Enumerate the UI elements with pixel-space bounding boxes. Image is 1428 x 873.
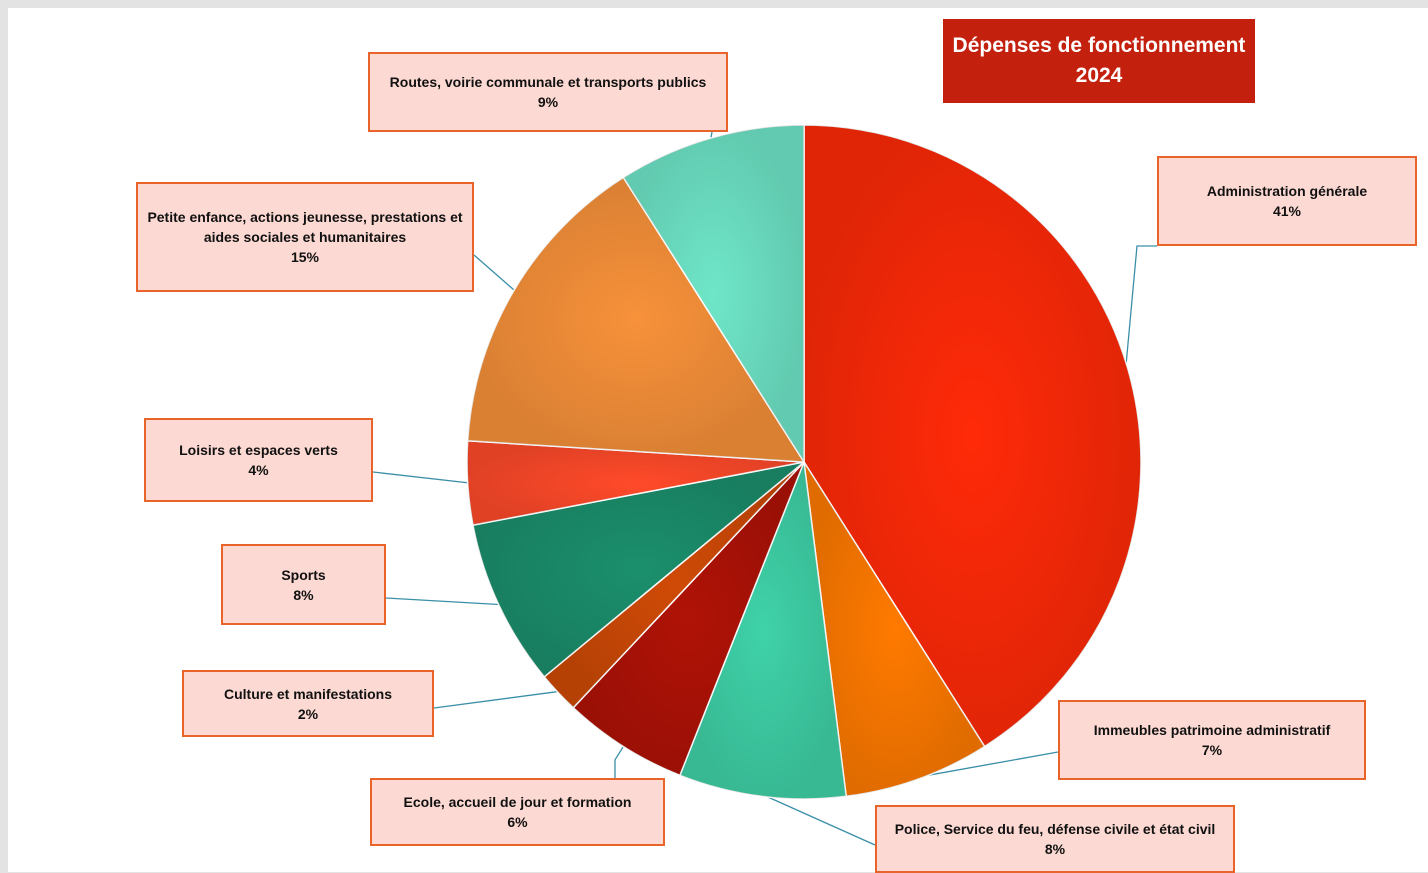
- label-routes: Routes, voirie communale et transports p…: [368, 52, 728, 132]
- slice-label-name: Police, Service du feu, défense civile e…: [895, 819, 1216, 839]
- slice-label-value: 8%: [293, 585, 313, 605]
- slice-label-value: 9%: [538, 92, 558, 112]
- slice-label-name: Loisirs et espaces verts: [179, 440, 338, 460]
- slice-label-value: 2%: [298, 704, 318, 724]
- leader-sports: [386, 598, 501, 605]
- slice-label-value: 4%: [248, 460, 268, 480]
- chart-title-box: Dépenses de fonctionnement 2024: [943, 19, 1255, 103]
- slice-label-name: Petite enfance, actions jeunesse, presta…: [140, 207, 470, 247]
- leader-culture: [434, 691, 560, 708]
- chart-title: Dépenses de fonctionnement: [953, 31, 1246, 61]
- label-police: Police, Service du feu, défense civile e…: [875, 805, 1235, 873]
- slice-label-name: Sports: [281, 565, 325, 585]
- slice-label-name: Routes, voirie communale et transports p…: [390, 72, 707, 92]
- label-sports: Sports 8%: [221, 544, 386, 625]
- label-culture: Culture et manifestations 2%: [182, 670, 434, 737]
- leader-administration-generale: [1126, 246, 1157, 369]
- slice-label-name: Ecole, accueil de jour et formation: [404, 792, 632, 812]
- slice-label-value: 8%: [1045, 839, 1065, 859]
- leader-ecole: [615, 745, 625, 778]
- leader-petite-enfance: [474, 255, 516, 292]
- pie-slices: [467, 125, 1141, 799]
- slice-label-value: 41%: [1273, 201, 1301, 221]
- leader-police: [762, 794, 875, 845]
- slice-label-name: Administration générale: [1207, 181, 1367, 201]
- slice-label-value: 7%: [1202, 740, 1222, 760]
- label-immeubles: Immeubles patrimoine administratif 7%: [1058, 700, 1366, 780]
- slice-label-name: Immeubles patrimoine administratif: [1094, 720, 1331, 740]
- slice-label-value: 15%: [291, 247, 319, 267]
- chart-subtitle: 2024: [1076, 61, 1123, 91]
- slice-label-value: 6%: [507, 812, 527, 832]
- leader-loisirs: [373, 472, 470, 483]
- label-petite-enfance: Petite enfance, actions jeunesse, presta…: [136, 182, 474, 292]
- label-ecole: Ecole, accueil de jour et formation 6%: [370, 778, 665, 846]
- label-administration-generale: Administration générale 41%: [1157, 156, 1417, 246]
- slice-label-name: Culture et manifestations: [224, 684, 392, 704]
- label-loisirs: Loisirs et espaces verts 4%: [144, 418, 373, 502]
